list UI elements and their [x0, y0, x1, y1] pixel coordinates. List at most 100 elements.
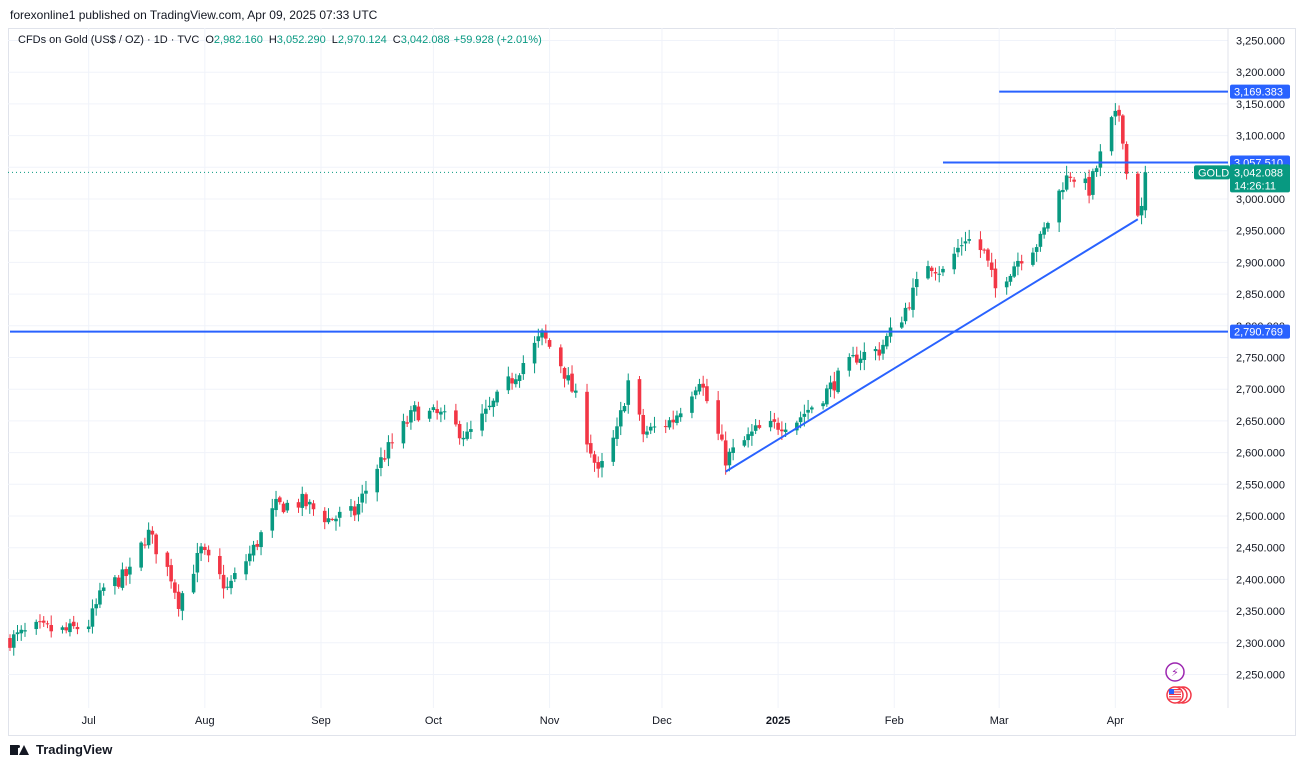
lightning-event-icon[interactable]: [1165, 662, 1185, 682]
candle-body: [229, 580, 233, 589]
footer-brand-text: TradingView: [36, 742, 113, 757]
candle-body: [810, 407, 814, 410]
candle-body: [510, 378, 514, 384]
candle-body: [941, 268, 945, 273]
candle-body: [304, 494, 308, 507]
candle-body: [622, 406, 627, 412]
candle-body: [671, 419, 676, 423]
symbol-badge-label: GOLD: [1198, 167, 1229, 179]
y-tick-label: 2,900.000: [1236, 257, 1285, 269]
candle-body: [285, 502, 290, 511]
candle-body: [300, 493, 305, 508]
candle-body: [1117, 109, 1121, 116]
candle-body: [349, 506, 353, 511]
candle-body: [1072, 179, 1076, 182]
candle-body: [697, 384, 702, 392]
candle-body: [180, 593, 185, 611]
countdown-label: 14:26:11: [1234, 180, 1276, 192]
candle-body: [382, 458, 387, 460]
candle-body: [828, 382, 833, 390]
candle-body: [326, 518, 331, 523]
candle-body: [277, 497, 282, 503]
candle-body: [296, 502, 301, 508]
candle-body: [90, 608, 95, 627]
candle-body: [495, 391, 499, 403]
legend-symbol[interactable]: CFDs on Gold (US$ / OZ) · 1D · TVC: [18, 34, 200, 46]
level-badge: [1230, 324, 1290, 339]
candle-body: [401, 421, 406, 444]
candle-body: [566, 375, 571, 381]
candle-body: [652, 426, 657, 428]
candle-body: [967, 239, 972, 241]
y-tick-label: 2,400.000: [1236, 574, 1285, 586]
candle-body: [693, 390, 698, 396]
candle-body: [8, 638, 12, 648]
candle-body: [746, 434, 750, 441]
candle-body: [1016, 260, 1020, 267]
candle-body: [877, 349, 882, 356]
y-tick-label: 2,450.000: [1236, 543, 1285, 555]
candle-body: [757, 425, 762, 428]
candle-body: [637, 379, 642, 415]
flag-canton: [1169, 689, 1174, 694]
x-tick-label: Oct: [425, 715, 442, 727]
trendline[interactable]: [725, 218, 1139, 473]
y-tick-label: 2,950.000: [1236, 226, 1285, 238]
legend-low-label: L: [331, 34, 338, 46]
candle-body: [1083, 178, 1088, 184]
y-tick-label: 3,100.000: [1236, 131, 1285, 143]
candle-body: [532, 342, 537, 364]
candle-body: [435, 409, 439, 414]
candle-body: [1008, 275, 1013, 282]
footer-brand[interactable]: TradingView: [10, 742, 112, 757]
candle-body: [270, 508, 275, 531]
candle-body: [454, 410, 458, 425]
candle-body: [113, 577, 117, 587]
candle-body: [821, 403, 825, 407]
candle-body: [233, 573, 237, 580]
candle-body: [98, 590, 102, 605]
candle-body: [825, 388, 829, 405]
candle-body: [86, 626, 91, 630]
candle-body: [337, 511, 342, 518]
candle-body: [536, 336, 541, 342]
candle-body: [124, 569, 128, 577]
candle-body: [1068, 176, 1073, 178]
candle-body: [101, 587, 106, 591]
candle-body: [259, 532, 263, 548]
chart-pane[interactable]: [8, 28, 1296, 736]
tradingview-logo-icon: [10, 743, 30, 757]
candle-body: [667, 420, 672, 428]
lightning-glyph: ⚡: [1171, 666, 1179, 679]
candle-body: [139, 542, 143, 568]
candle-body: [11, 634, 16, 648]
candle-body: [45, 623, 50, 625]
candle-body: [169, 565, 173, 582]
publisher-line: forexonline1 published on TradingView.co…: [10, 8, 378, 22]
candle-body: [795, 422, 799, 431]
candle-body: [982, 249, 986, 251]
candle-body: [727, 451, 732, 466]
candle-body: [768, 420, 773, 428]
candle-body: [914, 279, 919, 288]
candle-body: [1031, 252, 1035, 265]
candle-body: [588, 443, 593, 454]
drawings: [8, 90, 1228, 473]
legend-open-value: 2,982.160: [213, 34, 263, 46]
x-tick-label: Jul: [82, 715, 96, 727]
candle-body: [390, 442, 394, 444]
legend-high-value: 3,052.290: [276, 34, 326, 46]
current-price-badge: [1230, 164, 1290, 193]
candle-body: [600, 461, 604, 468]
candle-body: [191, 573, 196, 593]
legend: CFDs on Gold (US$ / OZ) · 1D · TVC O 2,98…: [18, 34, 542, 46]
candle-body: [678, 413, 683, 418]
candle-body: [663, 426, 668, 428]
x-tick-label: Sep: [311, 715, 331, 727]
candle-body: [150, 530, 155, 535]
y-tick-label: 2,650.000: [1236, 416, 1285, 428]
candle-body: [1113, 110, 1118, 117]
candle-body: [431, 407, 436, 410]
candle-body: [907, 307, 912, 309]
